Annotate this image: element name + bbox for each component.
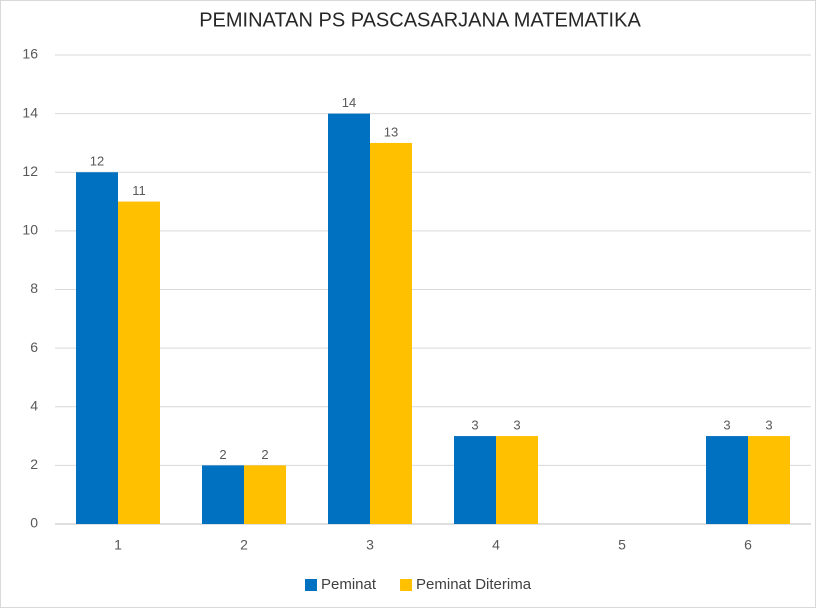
data-label: 14 (342, 95, 356, 110)
y-tick-label: 2 (30, 456, 38, 472)
legend-swatch (305, 579, 317, 591)
data-label: 2 (261, 447, 268, 462)
bar (244, 465, 286, 524)
data-label: 13 (384, 124, 398, 139)
legend-swatch (400, 579, 413, 591)
y-tick-label: 12 (22, 163, 38, 179)
chart-title: PEMINATAN PS PASCASARJANA MATEMATIKA (199, 9, 641, 31)
data-label: 11 (132, 183, 146, 198)
y-tick-label: 4 (30, 397, 38, 413)
bar (454, 436, 496, 524)
x-tick-label: 5 (618, 537, 626, 553)
data-label: 12 (90, 154, 104, 169)
bar (496, 436, 538, 524)
legend-label: Peminat Diterima (416, 576, 532, 593)
bar (370, 142, 412, 524)
bar (202, 465, 244, 524)
bar (748, 436, 790, 524)
bar (118, 201, 160, 524)
legend-label: Peminat (321, 576, 377, 593)
y-tick-label: 6 (30, 339, 38, 355)
bar (76, 172, 118, 524)
x-tick-label: 1 (114, 537, 122, 553)
data-label: 3 (723, 418, 730, 433)
bar (706, 436, 748, 524)
y-tick-label: 10 (22, 222, 38, 238)
y-tick-label: 16 (22, 46, 38, 62)
x-tick-label: 4 (492, 537, 500, 553)
y-tick-label: 14 (22, 104, 38, 120)
data-label: 3 (513, 418, 520, 433)
x-tick-label: 3 (366, 537, 374, 553)
x-tick-label: 6 (744, 537, 752, 553)
bar (328, 113, 370, 524)
y-tick-label: 0 (30, 515, 38, 531)
data-label: 2 (219, 447, 226, 462)
data-label: 3 (765, 418, 772, 433)
data-label: 3 (471, 418, 478, 433)
x-tick-label: 2 (240, 537, 248, 553)
y-tick-label: 8 (30, 280, 38, 296)
